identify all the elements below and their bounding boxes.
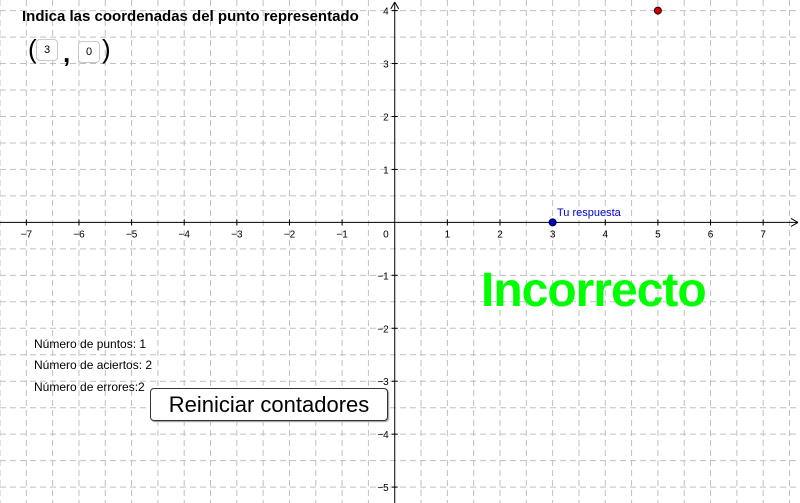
your-answer-label: Tu respuesta [557,207,621,219]
y-tick-label: 2 [383,112,389,123]
answer-point [548,218,557,227]
x-tick-label: −2 [284,229,296,240]
x-tick-label: 3 [550,229,556,240]
y-tick-label: 4 [383,7,389,18]
x-axis-arrow [790,217,799,227]
coordinate-input-row: ( 3 , 0 ) [28,34,118,68]
x-tick-label: −5 [126,229,138,240]
x-tick-label: −7 [21,229,33,240]
x-tick-label: 7 [760,229,766,240]
x-tick-label: 2 [497,229,503,240]
y-tick-label: −2 [377,324,389,335]
origin-label: 0 [383,229,389,240]
y-tick-label: −5 [377,483,389,494]
y-tick-label: −1 [377,271,389,282]
reset-counters-button[interactable]: Reiniciar contadores [150,388,388,421]
target-point [653,6,662,15]
points-count-text: Número de puntos: 1 [34,337,147,351]
y-tick-label: 1 [383,165,389,176]
y-tick-label: −4 [377,430,389,441]
y-axis-arrow [390,1,400,10]
instruction-text: Indica las coordenadas del punto represe… [22,8,359,25]
x-tick-label: 5 [655,229,661,240]
comma-separator: , [63,38,71,68]
x-tick-label: −4 [179,229,191,240]
x-tick-label: −6 [73,229,85,240]
errors-count-text: Número de errores:2 [34,380,145,394]
x-tick-label: −1 [336,229,348,240]
result-message: Incorrecto [481,264,707,317]
correct-count-text: Número de aciertos: 2 [34,358,153,372]
x-tick-label: 4 [602,229,608,240]
y-coordinate-input[interactable]: 0 [78,41,100,63]
open-parenthesis: ( [28,34,37,64]
close-parenthesis: ) [102,34,111,64]
y-tick-label: −3 [377,377,389,388]
x-tick-label: 6 [708,229,714,240]
x-tick-label: 1 [445,229,451,240]
x-coordinate-input[interactable]: 3 [36,39,58,61]
x-tick-label: −3 [231,229,243,240]
y-tick-label: 3 [383,60,389,71]
